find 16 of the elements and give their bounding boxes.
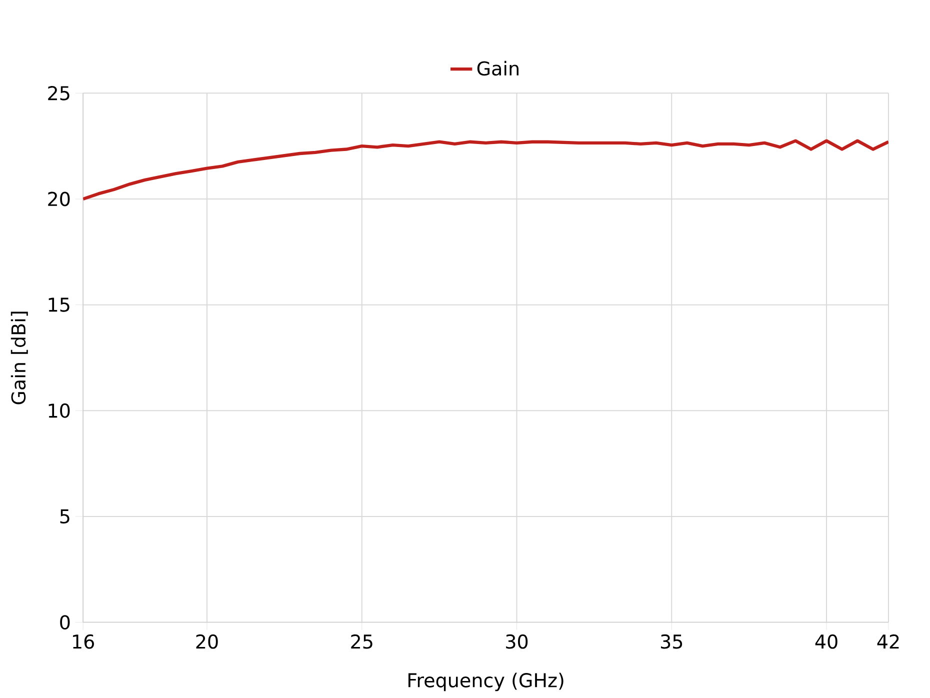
x-tick-label: 30 [506, 634, 528, 649]
y-tick-label: 0 [60, 615, 70, 630]
x-axis-title: Frequency (GHz) [408, 672, 564, 692]
y-tick-label: 15 [48, 298, 70, 312]
y-tick-label: 10 [48, 403, 70, 418]
y-tick-label: 25 [48, 86, 70, 100]
x-tick-label: 35 [660, 634, 682, 649]
x-tick-label: 20 [196, 634, 218, 649]
y-axis-title: Gain [dBi] [10, 312, 28, 404]
y-tick-label: 20 [48, 192, 70, 206]
y-tick-label: 5 [60, 509, 70, 524]
x-tick-label: 16 [73, 634, 94, 649]
x-tick-label: 40 [815, 634, 838, 649]
x-tick-label: 25 [351, 634, 372, 649]
legend-label: Gain [477, 60, 518, 76]
x-tick-label: 42 [877, 634, 899, 648]
